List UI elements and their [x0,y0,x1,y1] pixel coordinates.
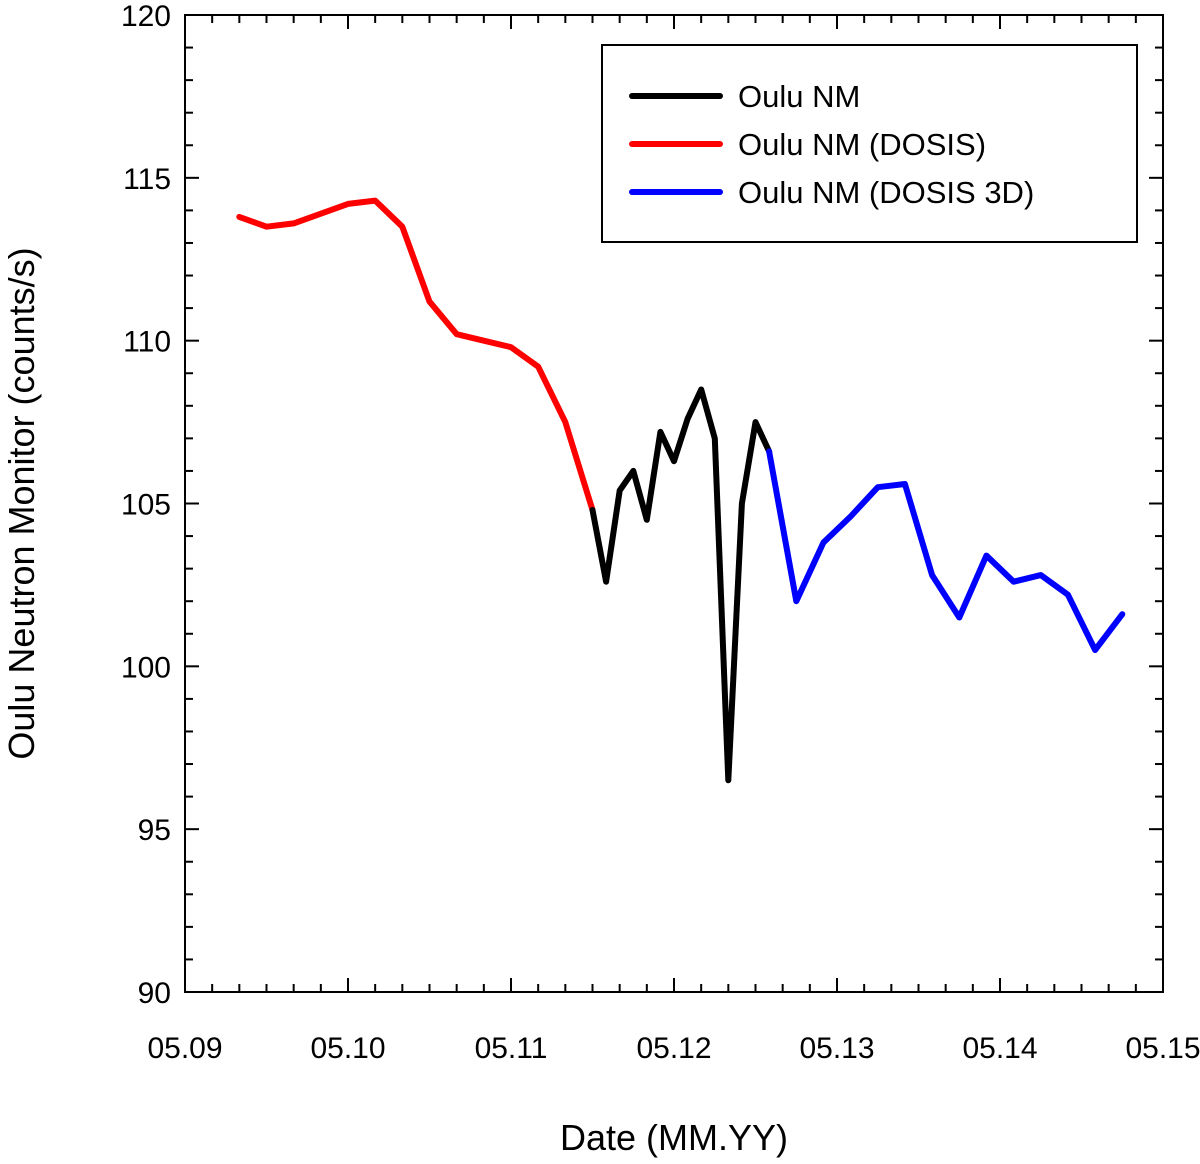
series-line-0 [589,386,773,784]
legend-label-2: Oulu NM (DOSIS 3D) [738,175,1034,210]
y-tick-label: 95 [138,814,171,847]
x-axis: 05.09 05.10 05.11 05.12 05.13 05.14 05.15 [147,15,1200,1065]
x-tick-label: 05.11 [475,1032,548,1065]
legend-label-1: Oulu NM (DOSIS) [738,127,986,162]
x-tick-label: 05.14 [962,1032,1037,1065]
y-axis-label: Oulu Neutron Monitor (counts/s) [1,247,42,759]
y-tick-label: 105 [121,489,171,522]
y-tick-label: 100 [121,651,171,684]
y-tick-label: 120 [121,0,171,33]
y-tick-label: 90 [138,977,171,1010]
y-tick-label: 115 [123,163,171,196]
series-line-1 [236,197,596,513]
x-tick-label: 05.15 [1125,1032,1200,1065]
legend-label-0: Oulu NM [738,79,860,114]
x-axis-label: Date (MM.YY) [560,1117,788,1158]
y-axis: 90 95 100 105 110 115 120 [121,0,1163,1010]
x-tick-label: 05.09 [147,1032,222,1065]
series-layer [236,197,1126,784]
x-tick-label: 05.13 [799,1032,874,1065]
x-tick-label: 05.12 [636,1032,711,1065]
x-tick-label: 05.10 [310,1032,385,1065]
legend: Oulu NM Oulu NM (DOSIS) Oulu NM (DOSIS 3D) [601,44,1138,243]
series-line-2 [766,448,1126,653]
y-tick-label: 110 [123,326,171,359]
